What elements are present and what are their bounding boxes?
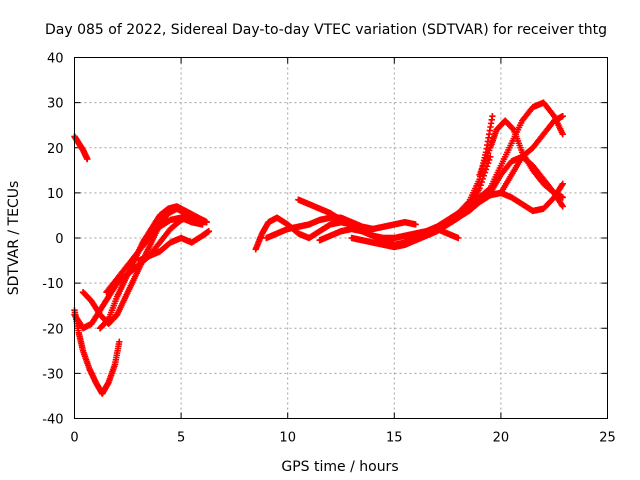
- y-tick-label: 20: [47, 142, 64, 157]
- x-tick-label: 10: [279, 431, 296, 446]
- data-point: [199, 221, 206, 228]
- data-point: [455, 234, 462, 242]
- grid: [74, 57, 608, 419]
- data-points: [71, 99, 566, 397]
- y-tick-label: -10: [42, 277, 63, 292]
- y-axis-label: SDTVAR / TECUs: [6, 181, 22, 296]
- data-point: [205, 228, 213, 235]
- chart-title: Day 085 of 2022, Sidereal Day-to-day VTE…: [45, 22, 607, 38]
- data-point: [487, 153, 494, 160]
- x-tick-label: 0: [70, 431, 78, 446]
- x-tick-label: 15: [386, 431, 403, 446]
- x-tick-label: 25: [599, 431, 616, 446]
- data-point: [203, 219, 210, 226]
- series-track-17: [487, 153, 566, 210]
- data-point: [116, 338, 123, 345]
- data-point: [559, 180, 566, 188]
- data-point: [559, 112, 566, 120]
- series-track-6: [103, 214, 206, 296]
- y-tick-label: 40: [47, 52, 64, 67]
- y-tick-label: 0: [55, 232, 63, 247]
- y-tick-label: -20: [42, 322, 63, 337]
- data-point: [559, 203, 566, 210]
- series-track-8: [252, 214, 355, 253]
- data-point: [412, 221, 419, 228]
- y-tick-label: -30: [42, 367, 63, 382]
- series-track-1: [71, 133, 91, 163]
- data-point: [84, 155, 91, 163]
- tick-labels: 0 5 10 15 20 25 -40 -30 -20 -10 0 10 20 30 40: [42, 52, 616, 446]
- y-tick-label: -40: [42, 413, 63, 428]
- data-point: [489, 112, 496, 120]
- series-track-18: [497, 112, 566, 197]
- series-track-7: [135, 228, 213, 264]
- plot-frame: [74, 57, 608, 419]
- x-tick-label: 5: [177, 431, 185, 446]
- data-point: [559, 131, 566, 138]
- y-tick-label: 30: [47, 97, 64, 112]
- x-axis-label: GPS time / hours: [281, 459, 398, 475]
- x-tick-label: 20: [493, 431, 510, 446]
- series-track-4: [79, 205, 206, 327]
- data-point: [559, 194, 566, 201]
- series-track-3: [71, 212, 195, 332]
- y-tick-label: 10: [47, 187, 64, 202]
